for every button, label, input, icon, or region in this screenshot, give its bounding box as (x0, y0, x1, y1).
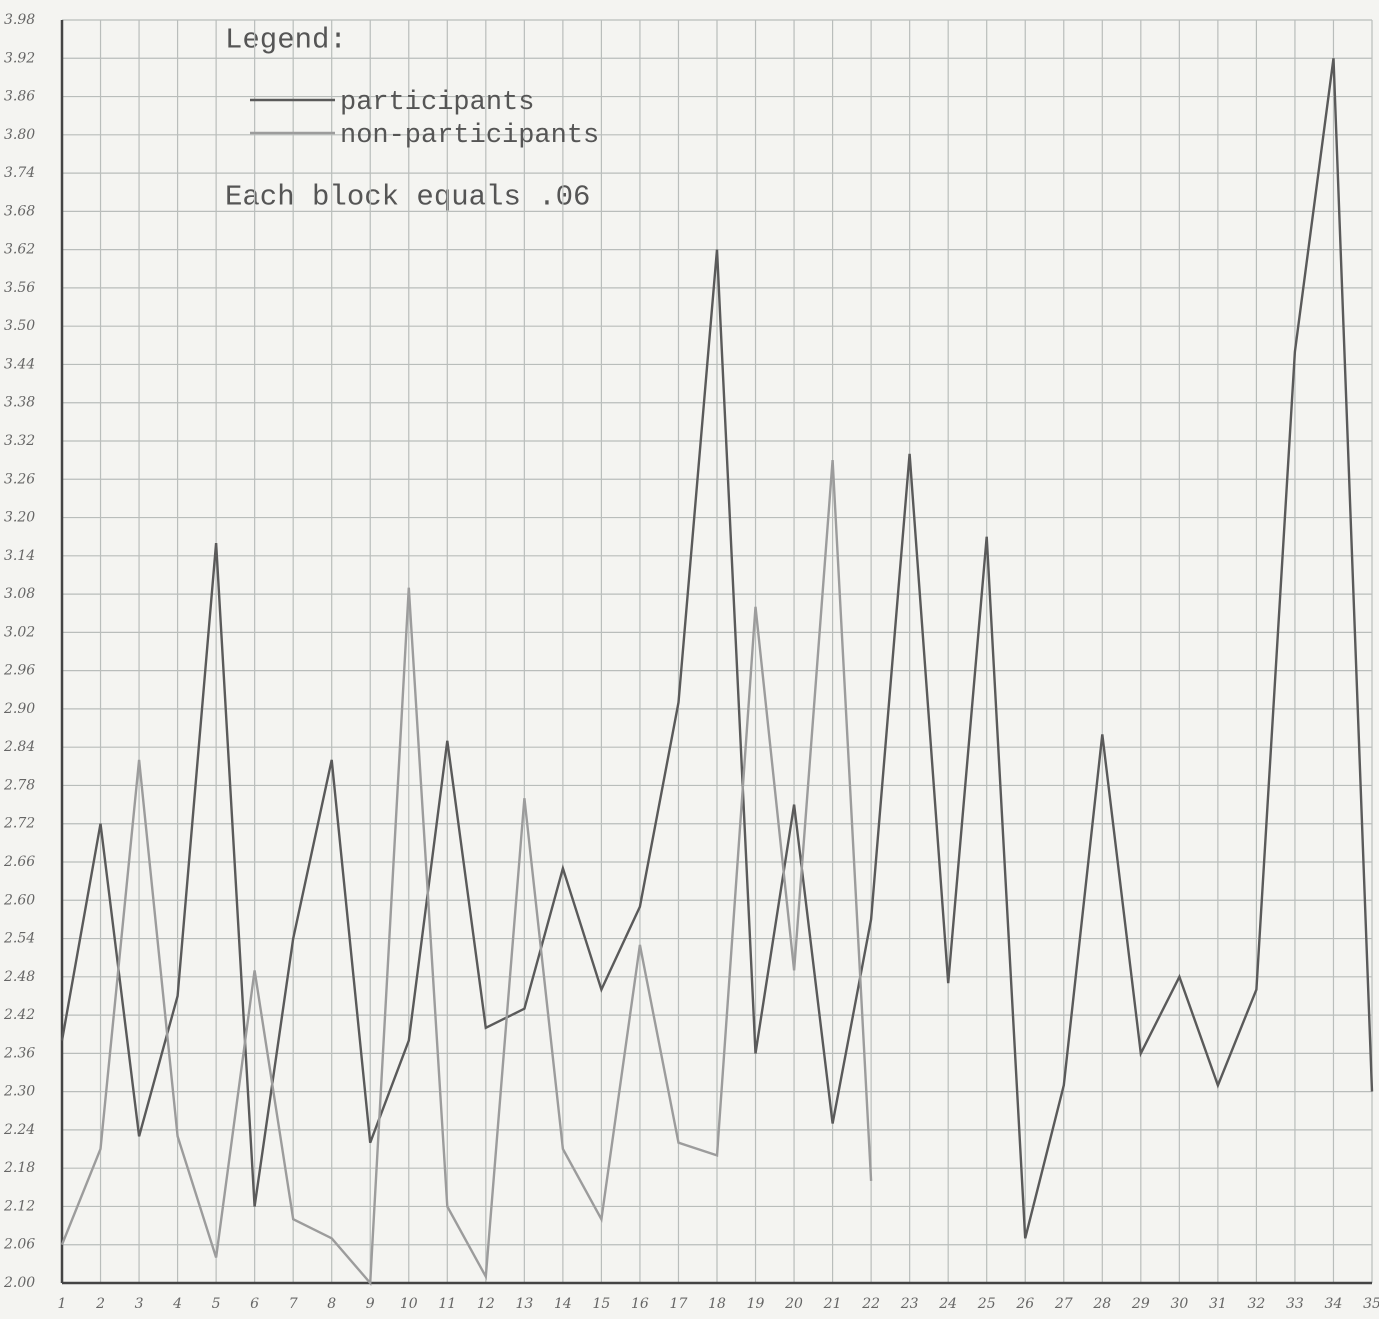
x-tick-label: 16 (631, 1296, 649, 1312)
x-tick-label: 10 (400, 1296, 418, 1312)
x-tick-label: 19 (747, 1296, 765, 1312)
y-tick-label: 2.00 (3, 1275, 35, 1291)
x-tick-label: 9 (366, 1296, 375, 1312)
y-tick-label: 3.50 (4, 318, 35, 334)
x-tick-label: 12 (477, 1296, 495, 1312)
page: {"chart_data": { "type": "line", "legend… (0, 0, 1379, 1319)
y-tick-label: 2.36 (3, 1045, 35, 1061)
y-tick-label: 3.74 (4, 165, 35, 181)
y-tick-label: 2.12 (3, 1198, 35, 1214)
x-tick-label: 25 (977, 1296, 996, 1312)
x-tick-label: 27 (1054, 1296, 1073, 1312)
x-tick-label: 31 (1209, 1296, 1227, 1312)
x-tick-label: 23 (900, 1296, 919, 1312)
note: Each block equals .06 (225, 181, 590, 214)
y-tick-label: 3.02 (4, 624, 35, 640)
x-tick-label: 7 (289, 1296, 298, 1312)
y-tick-label: 3.62 (4, 242, 35, 258)
x-tick-label: 26 (1015, 1296, 1034, 1312)
legend-title: Legend: (225, 24, 347, 57)
y-tick-label: 2.42 (3, 1007, 35, 1023)
series-line (62, 460, 871, 1283)
x-tick-label: 8 (327, 1296, 336, 1312)
x-tick-label: 17 (670, 1296, 688, 1312)
x-tick-label: 24 (938, 1296, 957, 1312)
y-tick-label: 2.54 (3, 931, 35, 947)
y-tick-label: 2.06 (3, 1237, 35, 1253)
y-tick-label: 2.60 (3, 892, 35, 908)
x-tick-label: 34 (1325, 1296, 1343, 1312)
y-tick-label: 3.14 (4, 548, 35, 564)
y-tick-label: 3.32 (4, 433, 35, 449)
y-tick-label: 2.78 (3, 777, 35, 793)
x-tick-label: 1 (58, 1296, 67, 1312)
y-tick-label: 3.26 (4, 471, 35, 487)
x-tick-label: 15 (592, 1296, 610, 1312)
y-tick-label: 2.90 (3, 701, 35, 717)
x-tick-label: 21 (823, 1296, 842, 1312)
x-tick-label: 22 (861, 1296, 880, 1312)
y-tick-label: 2.18 (3, 1160, 35, 1176)
y-tick-label: 3.80 (4, 127, 35, 143)
x-tick-label: 4 (172, 1296, 182, 1312)
y-tick-label: 2.72 (3, 816, 35, 832)
y-tick-label: 3.44 (4, 356, 35, 372)
x-tick-label: 32 (1247, 1296, 1265, 1312)
x-tick-label: 30 (1170, 1296, 1188, 1312)
y-tick-label: 3.20 (4, 510, 35, 526)
x-tick-label: 35 (1363, 1296, 1379, 1312)
y-tick-label: 3.98 (4, 12, 35, 28)
x-tick-label: 28 (1092, 1296, 1111, 1312)
x-tick-label: 3 (135, 1296, 144, 1312)
x-tick-label: 20 (784, 1296, 803, 1312)
y-tick-label: 2.66 (3, 854, 35, 870)
y-tick-label: 3.68 (4, 203, 35, 219)
x-tick-label: 5 (212, 1296, 221, 1312)
x-tick-label: 18 (708, 1296, 726, 1312)
chart: Legend: Each block equals .06 2.00 2.06 2.… (0, 0, 1379, 1319)
x-tick-label: 2 (95, 1296, 105, 1312)
y-tick-label: 2.84 (3, 739, 35, 755)
x-tick-label: 13 (515, 1296, 533, 1312)
x-tick-label: 11 (438, 1296, 456, 1312)
y-tick-label: 3.86 (4, 89, 35, 105)
legend-label: participants (340, 88, 534, 118)
x-tick-label: 14 (554, 1296, 572, 1312)
y-tick-label: 3.08 (4, 586, 35, 602)
y-tick-label: 2.96 (3, 663, 35, 679)
x-tick-label: 33 (1286, 1296, 1304, 1312)
y-tick-label: 3.38 (4, 395, 35, 411)
y-tick-label: 3.92 (4, 50, 35, 66)
y-tick-label: 3.56 (4, 280, 35, 296)
y-tick-label: 2.30 (3, 1084, 35, 1100)
y-tick-label: 2.24 (3, 1122, 35, 1138)
legend-label: non-participants (340, 121, 599, 151)
y-tick-label: 2.48 (3, 969, 35, 985)
x-tick-label: 6 (250, 1296, 259, 1312)
x-tick-label: 29 (1131, 1296, 1150, 1312)
